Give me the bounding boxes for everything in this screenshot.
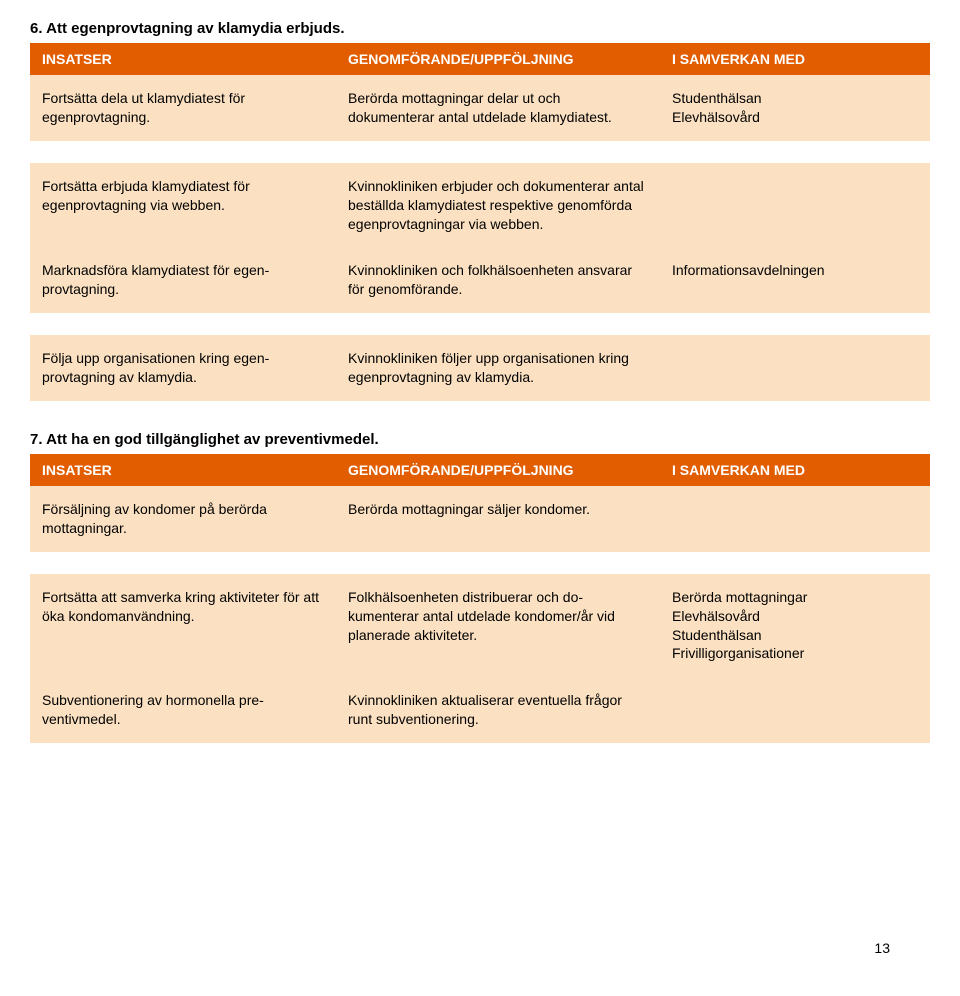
- column-header: GENOMFÖRANDE/UPPFÖLJNING: [336, 454, 660, 486]
- table-cell: Berörda mottagningar delar ut och dokume…: [336, 75, 660, 141]
- spacer: [30, 552, 930, 574]
- table-cell: Kvinnokliniken och folkhälsoenheten ansv…: [336, 247, 660, 313]
- table-cell: Berörda mottagningar säljer kondomer.: [336, 486, 660, 552]
- table-cell: Studenthälsan Elevhälsovård: [660, 75, 930, 141]
- table-cell: Följa upp organisationen kring egen­prov…: [30, 335, 336, 401]
- spacer: [30, 141, 930, 163]
- table-cell: [660, 335, 930, 401]
- spacer: [30, 313, 930, 335]
- table-cell: Fortsätta dela ut klamydiatest för egenp…: [30, 75, 336, 141]
- table-cell: Fortsätta erbjuda klamydiatest för egenp…: [30, 163, 336, 248]
- column-header: I SAMVERKAN MED: [660, 43, 930, 75]
- data-table: INSATSERGENOMFÖRANDE/UPPFÖLJNINGI SAMVER…: [30, 454, 930, 743]
- table-cell: Informationsavdelningen: [660, 247, 930, 313]
- table-cell: [660, 163, 930, 248]
- section-title: 7. Att ha en god tillgänglighet av preve…: [30, 431, 930, 448]
- section-title: 6. Att egenprovtagning av klamydia erbju…: [30, 20, 930, 37]
- table-cell: Berörda mottagningar Elevhälsovård Stude…: [660, 574, 930, 678]
- column-header: I SAMVERKAN MED: [660, 454, 930, 486]
- table-cell: Folkhälsoenheten distribuerar och do­kum…: [336, 574, 660, 678]
- column-header: INSATSER: [30, 454, 336, 486]
- table-cell: Fortsätta att samverka kring aktiviteter…: [30, 574, 336, 678]
- table-cell: Kvinnokliniken aktualiserar eventuella f…: [336, 677, 660, 743]
- data-table: INSATSERGENOMFÖRANDE/UPPFÖLJNINGI SAMVER…: [30, 43, 930, 401]
- table-cell: Marknadsföra klamydiatest för egen­provt…: [30, 247, 336, 313]
- page-number: 13: [874, 940, 890, 956]
- table-cell: [660, 677, 930, 743]
- table-cell: Kvinnokliniken erbjuder och doku­mentera…: [336, 163, 660, 248]
- table-cell: [660, 486, 930, 552]
- table-cell: Försäljning av kondomer på berörda motta…: [30, 486, 336, 552]
- column-header: GENOMFÖRANDE/UPPFÖLJNING: [336, 43, 660, 75]
- table-cell: Kvinnokliniken följer upp organisatio­ne…: [336, 335, 660, 401]
- column-header: INSATSER: [30, 43, 336, 75]
- table-cell: Subventionering av hormonella pre­ventiv…: [30, 677, 336, 743]
